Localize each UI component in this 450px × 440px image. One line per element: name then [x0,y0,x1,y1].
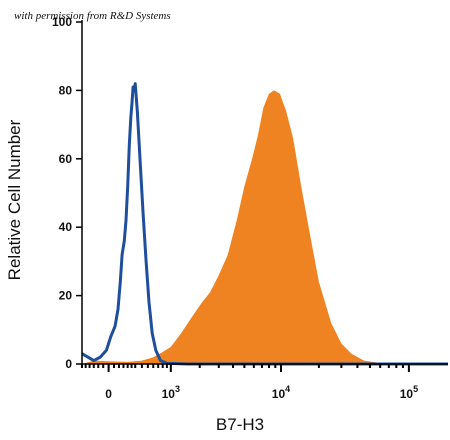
y-tick-label: 60 [59,152,73,166]
y-axis-label: Relative Cell Number [5,119,24,280]
histogram-filled-series [82,90,448,365]
plot-area: 0 20 40 60 80 100 0 103 104 105 [52,15,448,401]
y-tick-label: 20 [59,289,73,303]
x-tick-label: 104 [272,384,290,401]
x-tick-label: 103 [162,384,180,401]
x-tick-label: 105 [400,384,418,401]
histogram-outline-series [81,82,448,366]
x-tick-label: 0 [105,387,112,401]
credit-text: with permission from R&D Systems [14,10,171,22]
x-axis-label: B7-H3 [216,415,264,434]
y-tick-label: 40 [59,220,73,234]
y-tick-label: 0 [65,357,72,371]
y-tick-label: 100 [52,15,72,29]
y-tick-label: 80 [59,83,73,97]
